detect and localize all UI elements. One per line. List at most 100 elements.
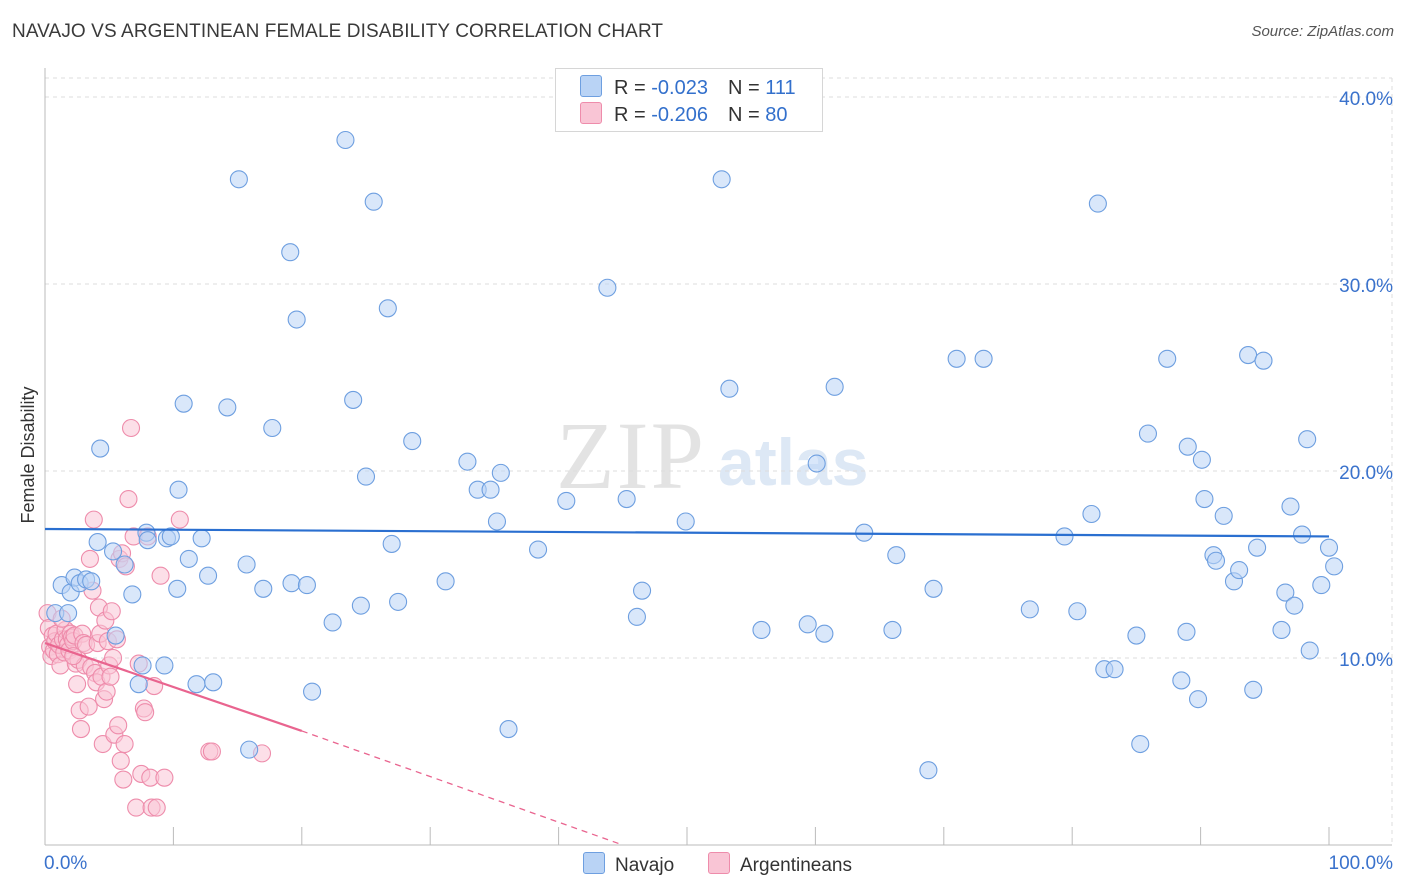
chart-title: NAVAJO VS ARGENTINEAN FEMALE DISABILITY …: [12, 21, 664, 42]
navajo-point: [1298, 430, 1317, 449]
navajo-point: [919, 761, 938, 780]
navajo-point: [91, 439, 110, 458]
navajo-point: [807, 454, 826, 473]
navajo-point: [169, 480, 188, 499]
legend-item-navajo[interactable]: Navajo: [583, 852, 674, 877]
series-legend: Navajo Argentineans: [0, 852, 1406, 878]
navajo-point: [1312, 576, 1331, 595]
navajo-point: [481, 480, 500, 499]
navajo-point: [720, 379, 739, 398]
argentineans-point: [109, 716, 128, 735]
argentineans-points: [38, 418, 272, 817]
navajo-point: [1105, 660, 1124, 679]
navajo-point: [924, 579, 943, 598]
argentineans-point: [84, 510, 103, 529]
navajo-point: [168, 579, 187, 598]
legend-n-value-navajo: 111: [765, 77, 796, 99]
navajo-point: [403, 432, 422, 451]
navajo-point: [1188, 690, 1208, 709]
navajo-point: [351, 596, 370, 615]
navajo-point: [1158, 349, 1177, 368]
navajo-point: [1281, 497, 1300, 516]
navajo-point: [1192, 450, 1211, 469]
argentineans-point: [151, 566, 170, 585]
navajo-point: [303, 682, 322, 701]
navajo-point: [1055, 527, 1074, 546]
navajo-point: [1088, 194, 1107, 213]
navajo-point: [487, 512, 507, 531]
navajo-point: [287, 310, 306, 329]
navajo-point: [1082, 504, 1101, 524]
x-tick-label-max: 100.0%: [1329, 853, 1394, 874]
navajo-point: [82, 572, 101, 591]
argentineans-point: [170, 510, 189, 529]
navajo-point: [1272, 620, 1291, 640]
navajo-point: [499, 720, 518, 739]
navajo-point: [1276, 583, 1295, 602]
argentineans-point: [71, 720, 91, 739]
navajo-point: [712, 170, 731, 189]
navajo-point: [1172, 671, 1191, 690]
navajo-point: [1239, 346, 1258, 365]
legend-n-label: N =: [727, 104, 766, 126]
navajo-point: [1068, 602, 1087, 621]
argentineans-point: [115, 734, 134, 754]
argentineans-trend-extension: [301, 730, 624, 846]
navajo-point: [179, 549, 198, 568]
grid-lines: [45, 77, 1393, 845]
navajo-point: [254, 579, 273, 598]
navajo-point: [187, 675, 206, 694]
navajo-point: [1020, 600, 1039, 619]
navajo-point: [974, 349, 993, 368]
navajo-point: [263, 418, 282, 438]
y-axis-label: Female Disability: [18, 386, 38, 523]
navajo-point: [282, 574, 301, 593]
watermark-atlas: atlas: [718, 425, 869, 499]
navajo-point: [491, 463, 510, 482]
argentineans-swatch: [708, 852, 730, 874]
legend-item-argentineans[interactable]: Argentineans: [708, 852, 852, 877]
navajo-point: [364, 192, 383, 211]
navajo-point: [204, 673, 223, 692]
navajo-point: [1285, 596, 1304, 615]
navajo-point: [1292, 525, 1312, 544]
navajo-swatch: [583, 852, 605, 874]
navajo-point: [1195, 489, 1214, 509]
navajo-swatch: [580, 75, 602, 97]
navajo-point: [1131, 734, 1150, 754]
legend-n-value-argentineans: 80: [765, 104, 788, 126]
navajo-point: [199, 566, 218, 585]
legend-r-value-navajo: -0.023: [651, 77, 708, 99]
navajo-point: [138, 531, 157, 550]
navajo-point: [1248, 538, 1267, 557]
navajo-point: [815, 624, 834, 643]
navajo-point: [752, 620, 771, 640]
y-tick-label: 40.0%: [1339, 89, 1393, 110]
navajo-point: [1178, 437, 1197, 456]
argentineans-point: [155, 768, 174, 787]
navajo-point: [59, 604, 78, 623]
navajo-point: [887, 546, 906, 565]
navajo-point: [323, 613, 342, 632]
navajo-point: [192, 529, 211, 548]
navajo-point: [676, 512, 695, 531]
argentineans-point: [79, 697, 98, 716]
argentineans-point: [136, 703, 155, 722]
navajo-point: [1319, 538, 1339, 557]
navajo-point: [1214, 506, 1233, 525]
argentineans-trend-line: [44, 641, 303, 732]
y-tick-label: 10.0%: [1339, 650, 1393, 671]
navajo-point: [389, 592, 408, 611]
navajo-point: [1230, 561, 1249, 580]
navajo-point: [1127, 626, 1146, 645]
trend-lines: [44, 527, 1330, 846]
y-tick-label: 20.0%: [1339, 463, 1393, 484]
argentineans-point: [127, 798, 146, 817]
navajo-point: [378, 299, 397, 318]
navajo-point: [627, 607, 646, 626]
navajo-point: [237, 555, 256, 574]
navajo-point: [529, 540, 548, 559]
navajo-point: [598, 278, 617, 297]
navajo-point: [344, 390, 363, 409]
navajo-point: [155, 656, 174, 675]
